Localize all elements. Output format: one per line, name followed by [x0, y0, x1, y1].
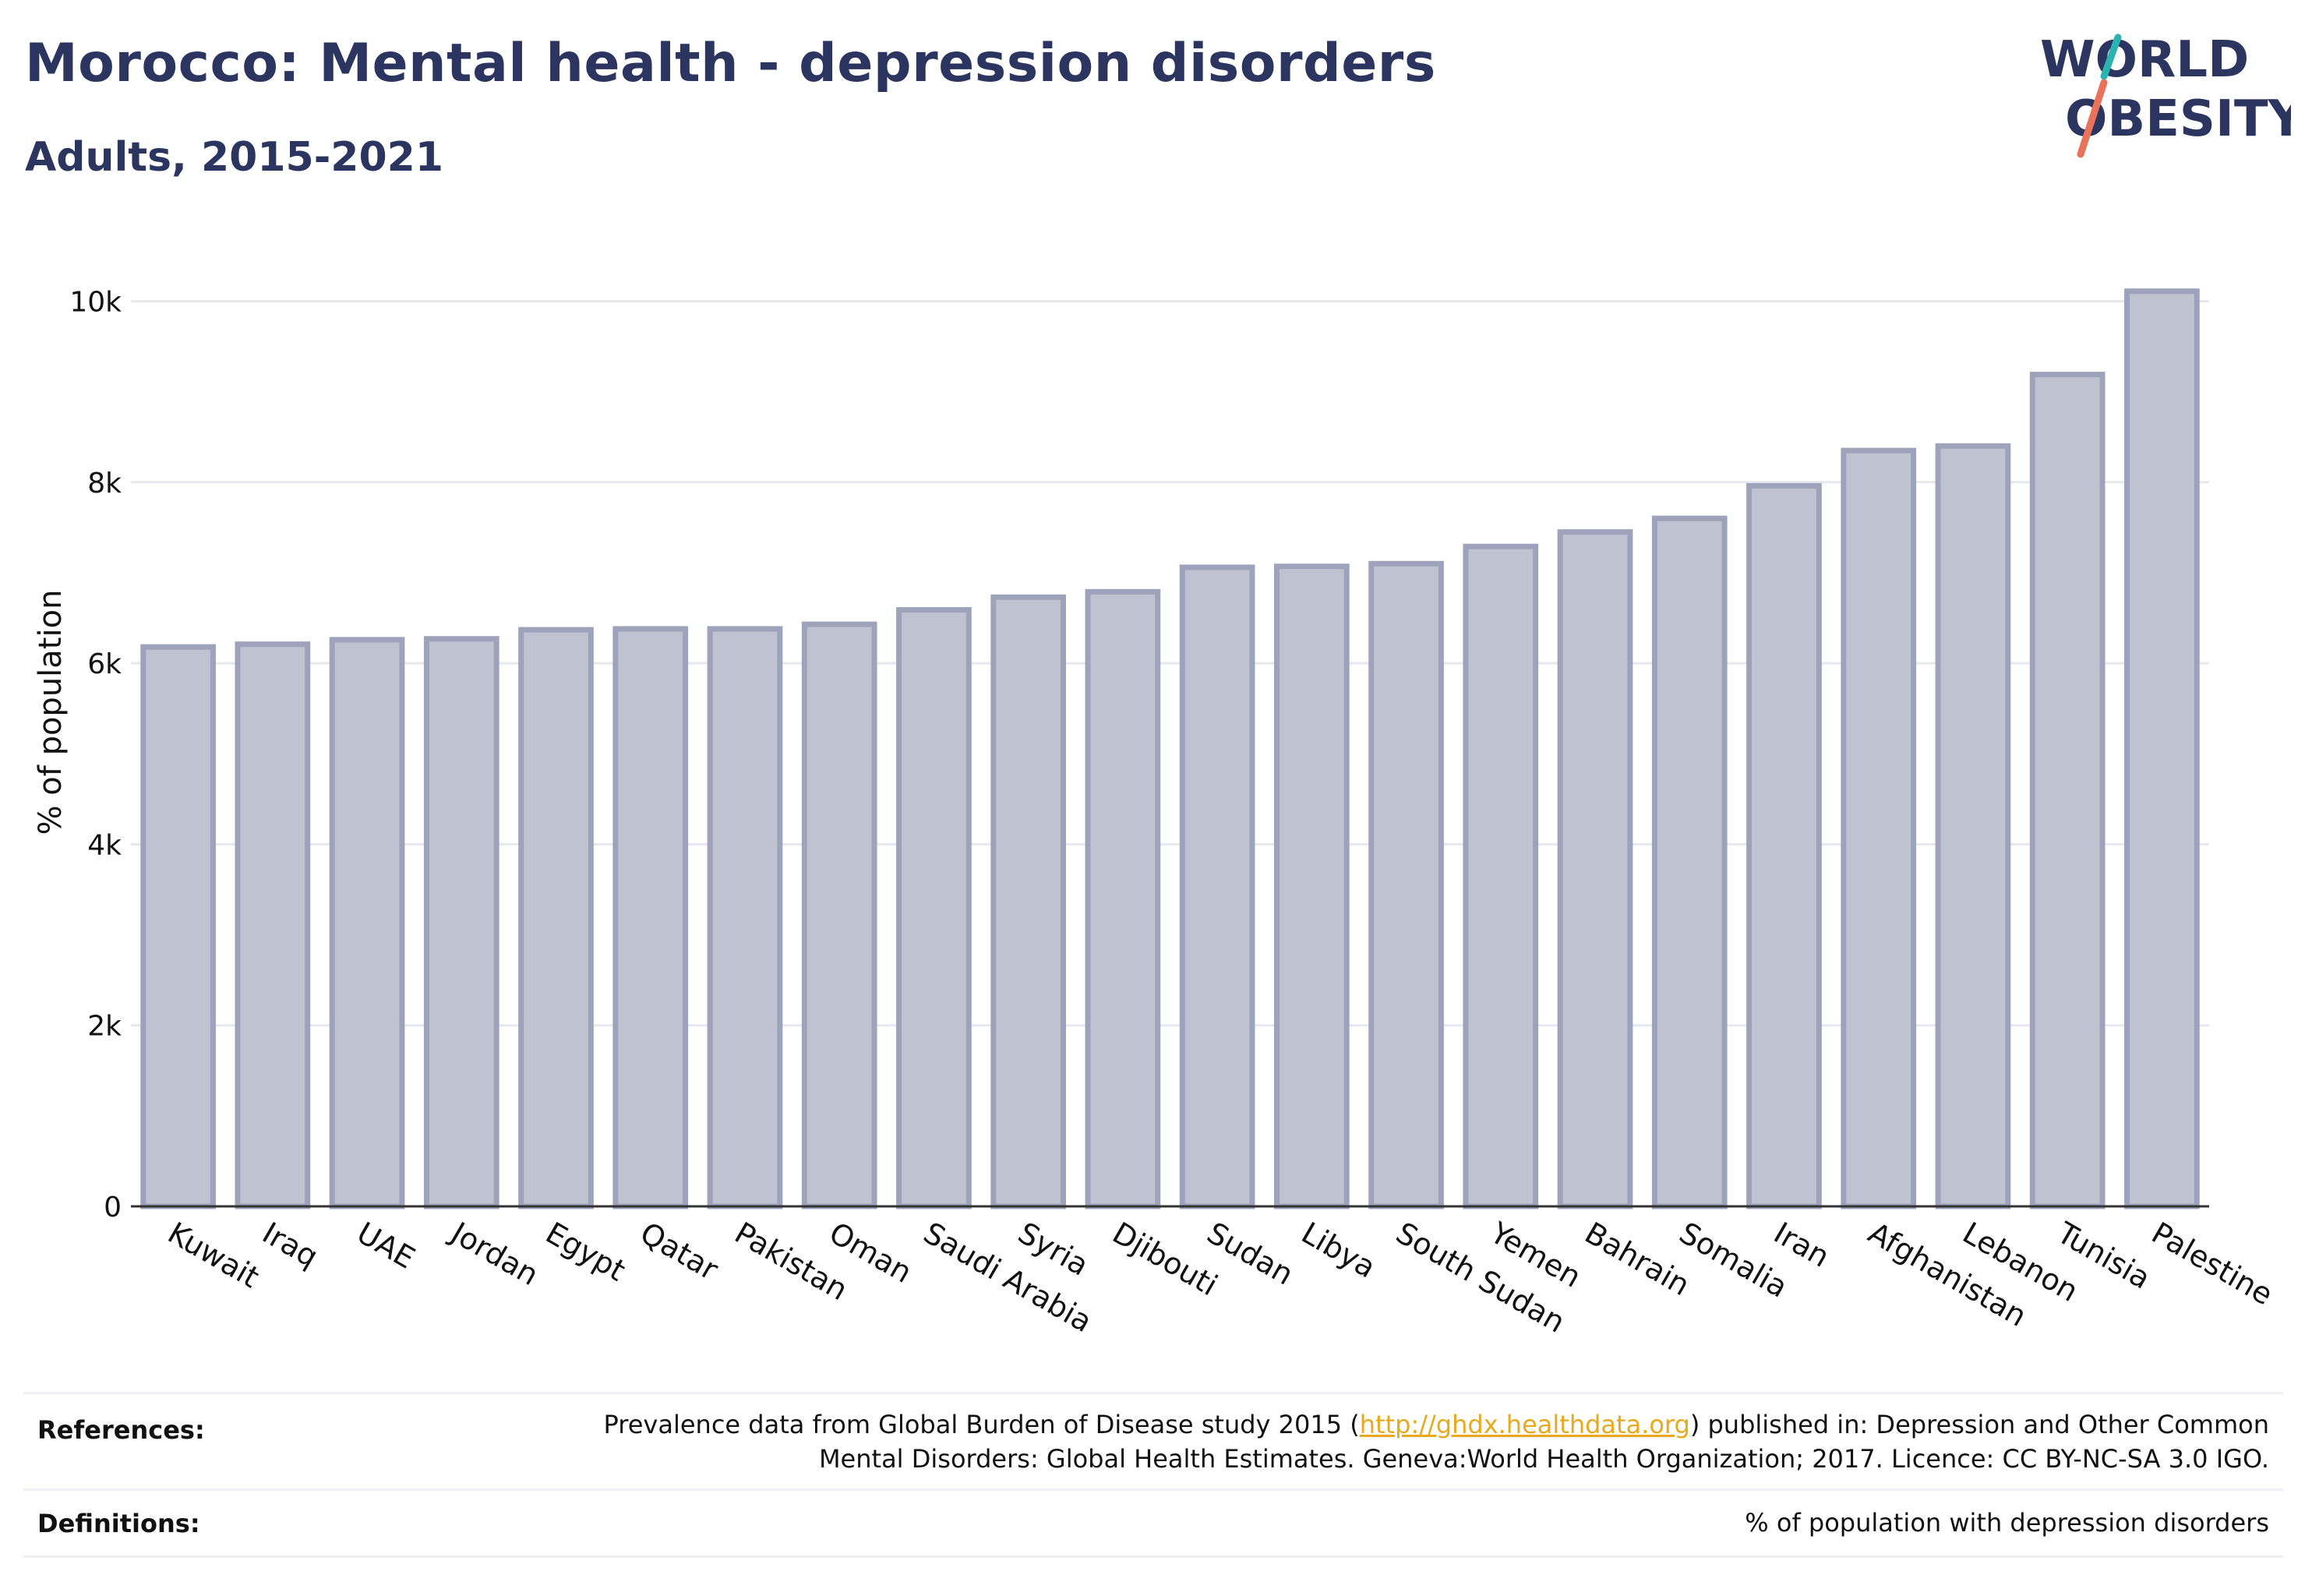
bar-syria[interactable] [990, 594, 1067, 1209]
bar-bahrain[interactable] [1557, 529, 1633, 1209]
bar-lebanon[interactable] [1935, 443, 2011, 1209]
bar-uae[interactable] [329, 637, 405, 1209]
bar-sudan[interactable] [1179, 564, 1255, 1209]
footer-divider-mid [23, 1488, 2283, 1491]
bar-saudi-arabia[interactable] [896, 607, 972, 1209]
bar-qatar[interactable] [612, 626, 689, 1209]
x-tick-label: Afghanistan [1862, 1216, 2032, 1333]
bars [140, 288, 2200, 1209]
references-label: References: [37, 1415, 205, 1445]
y-tick-label: 2k [87, 1011, 122, 1043]
bar-tunisia[interactable] [2029, 372, 2106, 1209]
x-tick-label: UAE [351, 1216, 421, 1276]
bar-iran[interactable] [1746, 482, 1822, 1209]
bar-kuwait[interactable] [140, 644, 216, 1209]
y-tick-label: 10k [69, 286, 122, 318]
references-text: Prevalence data from Global Burden of Di… [604, 1407, 2269, 1476]
bar-pakistan[interactable] [707, 626, 783, 1209]
logo-word-obesity: OBESITY [2065, 90, 2291, 148]
references-link[interactable]: http://ghdx.healthdata.org [1359, 1410, 1690, 1439]
bar-yemen[interactable] [1463, 543, 1539, 1209]
references-text-line2: Mental Disorders: Global Health Estimate… [818, 1444, 2269, 1474]
y-tick-label: 6k [87, 648, 122, 680]
bar-somalia[interactable] [1651, 515, 1728, 1209]
x-tick-label: Libya [1296, 1216, 1382, 1285]
x-tick-label: Somalia [1674, 1216, 1794, 1305]
bar-south-sudan[interactable] [1368, 560, 1444, 1209]
definitions-label: Definitions: [37, 1509, 200, 1538]
definitions-text: % of population with depression disorder… [1745, 1508, 2269, 1538]
references-row: References: Prevalence data from Global … [23, 1407, 2283, 1501]
footer-divider-bottom [23, 1555, 2283, 1558]
x-tick-label: Qatar [634, 1216, 724, 1287]
world-obesity-logo: WORLD OBESITY [2040, 31, 2291, 158]
x-tick-label: Kuwait [162, 1216, 265, 1295]
logo-word-world: WORLD [2040, 31, 2249, 89]
x-tick-label: Djibouti [1107, 1216, 1223, 1303]
y-axis-label: % of population [33, 590, 69, 835]
x-tick-label: Egypt [540, 1216, 631, 1288]
bar-jordan[interactable] [423, 636, 499, 1209]
bar-libya[interactable] [1273, 563, 1350, 1209]
logo-slash-teal [2100, 34, 2122, 80]
x-tick-label: Jordan [444, 1215, 544, 1293]
y-tick-label: 0 [104, 1192, 122, 1223]
x-tick-label: Palestine [2146, 1216, 2279, 1312]
bar-djibouti[interactable] [1085, 588, 1161, 1209]
x-tick-label: Bahrain [1580, 1216, 1696, 1303]
definitions-row: Definitions: % of population with depres… [23, 1508, 2283, 1555]
footer-divider-top [23, 1392, 2283, 1394]
chart-title: Morocco: Mental health - depression diso… [25, 33, 1436, 94]
x-tick-label: Iraq [256, 1216, 323, 1274]
bar-palestine[interactable] [2124, 288, 2200, 1209]
y-tick-label: 8k [87, 468, 122, 500]
y-tick-labels: 0 2k 4k 6k 8k 10k [69, 286, 122, 1223]
bar-egypt[interactable] [518, 627, 594, 1209]
references-text-pre: Prevalence data from Global Burden of Di… [603, 1410, 1360, 1439]
chart-subtitle: Adults, 2015-2021 [25, 134, 444, 181]
y-tick-label: 4k [87, 829, 122, 861]
references-text-post: ) published in: Depression and Other Com… [1689, 1410, 2269, 1439]
bar-afghanistan[interactable] [1841, 447, 1917, 1209]
bar-oman[interactable] [801, 621, 877, 1209]
logo-slash-coral [2077, 79, 2108, 158]
bar-iraq[interactable] [235, 641, 311, 1209]
